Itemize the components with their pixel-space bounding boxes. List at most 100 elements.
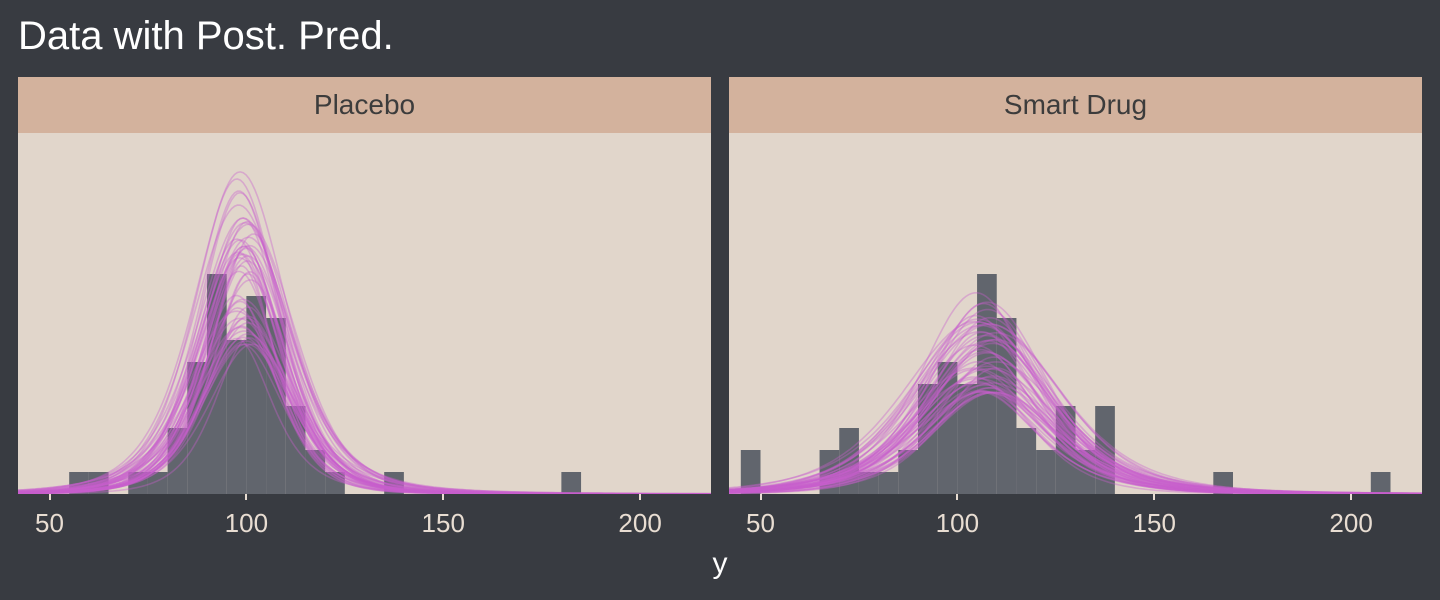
histogram-bar bbox=[977, 274, 997, 494]
posterior-predictive-curve bbox=[729, 308, 1422, 494]
x-tick-label: 150 bbox=[1132, 508, 1176, 538]
histogram-bar bbox=[266, 318, 286, 494]
posterior-predictive-curve bbox=[18, 247, 711, 494]
x-tick-label: 100 bbox=[935, 508, 980, 538]
histogram-bar bbox=[1036, 450, 1056, 494]
histogram-svg bbox=[729, 274, 1422, 494]
posterior-predictive-curve bbox=[729, 350, 1422, 494]
posterior-predictive-curve bbox=[18, 171, 711, 494]
posterior-predictive-curve bbox=[18, 253, 711, 494]
posterior-predictive-curve bbox=[729, 391, 1422, 494]
posterior-predictive-curve bbox=[729, 332, 1422, 494]
posterior-predictive-curve bbox=[729, 361, 1422, 494]
histogram-bar bbox=[207, 274, 227, 494]
x-axis-placebo: 50 100 150 200 bbox=[18, 494, 711, 544]
plot-area bbox=[18, 133, 711, 494]
x-tick-mark bbox=[1350, 494, 1353, 500]
posterior-predictive-curve bbox=[18, 343, 711, 494]
posterior-predictive-curve bbox=[729, 324, 1422, 494]
posterior-predictive-curve bbox=[729, 301, 1422, 494]
posterior-predictive-curve bbox=[18, 236, 711, 494]
posterior-predictive-curve bbox=[18, 239, 711, 494]
posterior-predictive-curve bbox=[18, 223, 711, 494]
posterior-predictive-curve bbox=[18, 340, 711, 494]
posterior-predictive-curve bbox=[729, 338, 1422, 494]
posterior-predictive-curve bbox=[729, 368, 1422, 494]
posterior-predictive-curve bbox=[729, 338, 1422, 494]
posterior-predictive-curve bbox=[729, 330, 1422, 494]
x-tick-mark bbox=[442, 494, 445, 500]
posterior-predictive-curve bbox=[18, 270, 711, 494]
posterior-predictive-curve bbox=[18, 252, 711, 494]
posterior-predictive-curve bbox=[729, 384, 1422, 494]
histogram-bar bbox=[285, 406, 306, 494]
posterior-predictive-curve bbox=[729, 348, 1422, 494]
posterior-predictive-curve bbox=[18, 204, 711, 494]
histogram-bar bbox=[88, 472, 109, 494]
posterior-predictive-curve bbox=[18, 256, 711, 494]
histogram-bar bbox=[1075, 450, 1096, 494]
x-tick-label: 200 bbox=[1329, 508, 1373, 538]
histogram-bar bbox=[740, 450, 761, 494]
posterior-predictive-curve bbox=[18, 326, 711, 494]
histogram-bar bbox=[937, 362, 958, 494]
histogram-bar bbox=[69, 472, 89, 494]
x-tick-mark bbox=[245, 494, 248, 500]
x-tick-mark bbox=[639, 494, 642, 500]
posterior-predictive-curve bbox=[729, 367, 1422, 494]
histogram-bar bbox=[898, 450, 918, 494]
posterior-predictive-curve bbox=[729, 356, 1422, 494]
posterior-predictive-curve bbox=[729, 344, 1422, 494]
x-axis-smart-drug: 50 100 150 200 bbox=[729, 494, 1422, 544]
posterior-predictive-curve bbox=[18, 343, 711, 494]
posterior-predictive-curve bbox=[729, 339, 1422, 494]
x-tick-mark bbox=[48, 494, 51, 500]
posterior-predictive-curve bbox=[18, 325, 711, 494]
histogram-bar bbox=[957, 384, 978, 494]
posterior-predictive-curve bbox=[729, 377, 1422, 494]
posterior-predictive-curve bbox=[729, 367, 1422, 494]
x-tick-label: 150 bbox=[421, 508, 465, 538]
posterior-predictive-curve bbox=[18, 306, 711, 494]
histogram-bar bbox=[918, 384, 938, 494]
posterior-predictive-curve bbox=[18, 244, 711, 494]
posterior-predictive-curve bbox=[729, 375, 1422, 494]
x-tick-mark bbox=[759, 494, 762, 500]
histogram-bar bbox=[167, 428, 188, 494]
posterior-predictive-curve bbox=[729, 334, 1422, 494]
x-tick-label: 100 bbox=[224, 508, 269, 538]
posterior-predictive-curve bbox=[729, 391, 1422, 494]
posterior-predictive-curve bbox=[729, 382, 1422, 494]
posterior-predictive-curve bbox=[729, 376, 1422, 494]
posterior-predictive-curve bbox=[18, 238, 711, 494]
posterior-predictive-curve bbox=[729, 391, 1422, 494]
posterior-predictive-curve bbox=[729, 322, 1422, 494]
posterior-predictive-curve bbox=[18, 310, 711, 494]
facet-panel-smart-drug: Smart Drug bbox=[729, 77, 1422, 494]
posterior-predictive-curve bbox=[729, 376, 1422, 494]
x-tick-label: 200 bbox=[618, 508, 662, 538]
posterior-predictive-curve bbox=[729, 367, 1422, 494]
posterior-predictive-curve bbox=[18, 317, 711, 494]
histogram-bar bbox=[858, 472, 879, 494]
posterior-predictive-curve bbox=[729, 391, 1422, 494]
posterior-predictive-curve bbox=[729, 302, 1422, 494]
posterior-predictive-curve bbox=[18, 315, 711, 494]
posterior-predictive-curve bbox=[729, 292, 1422, 494]
histogram-bar bbox=[325, 472, 345, 494]
posterior-predictive-curve bbox=[18, 251, 711, 494]
posterior-predictive-curve bbox=[18, 330, 711, 494]
posterior-predictive-curve bbox=[18, 336, 711, 494]
posterior-predictive-curve bbox=[729, 382, 1422, 494]
x-tick-label: 50 bbox=[35, 508, 64, 538]
histogram-bar bbox=[996, 318, 1017, 494]
posterior-predictive-curve bbox=[18, 279, 711, 494]
chart-title: Data with Post. Pred. bbox=[18, 14, 394, 58]
posterior-predictive-curve bbox=[18, 321, 711, 494]
histogram-bar bbox=[878, 472, 899, 494]
posterior-predictive-curve bbox=[18, 178, 711, 494]
posterior-predictive-curve bbox=[729, 391, 1422, 494]
posterior-predictive-curve bbox=[729, 391, 1422, 494]
posterior-predictive-curve bbox=[18, 298, 711, 494]
posterior-predictive-curve bbox=[729, 380, 1422, 494]
